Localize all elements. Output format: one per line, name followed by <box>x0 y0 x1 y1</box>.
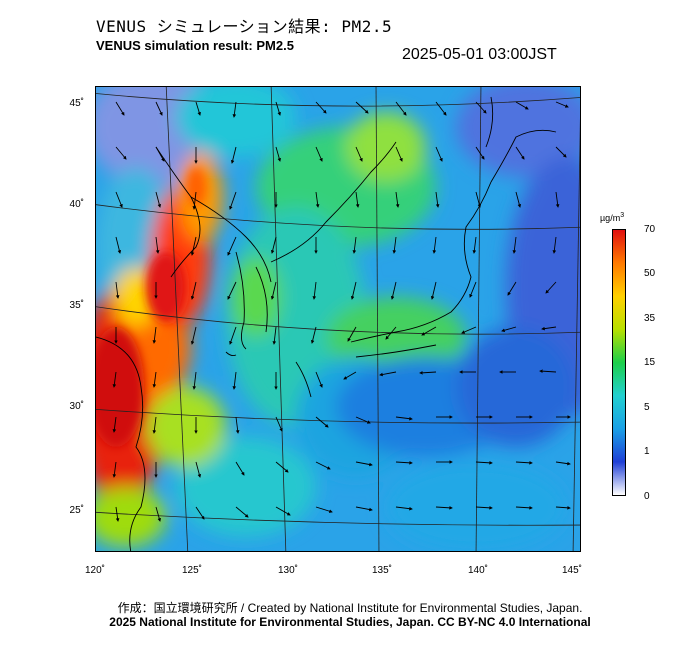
colorbar-tick-35: 35 <box>644 313 656 324</box>
colorbar-tick-0: 0 <box>644 491 650 502</box>
colorbar <box>612 229 626 496</box>
copyright-line: 2025 National Institute for Environmenta… <box>109 615 591 629</box>
forecast-timestamp: 2025-05-01 03:00JST <box>402 46 557 63</box>
coastlines <box>96 96 557 551</box>
pm25-concentration-map <box>95 86 581 552</box>
map-title-english: VENUS simulation result: PM2.5 <box>96 38 294 53</box>
lon-tick-125: 125˚ <box>181 565 202 576</box>
lat-tick-30: 30˚ <box>69 401 84 412</box>
map-title-japanese: VENUS シミュレーション結果: PM2.5 <box>96 17 393 36</box>
map-canvas <box>96 87 580 551</box>
colorbar-tick-1: 1 <box>644 446 650 457</box>
colorbar-tick-50: 50 <box>644 268 656 279</box>
lon-tick-130: 130˚ <box>277 565 298 576</box>
lon-tick-145: 145˚ <box>561 565 582 576</box>
graticule <box>96 87 580 551</box>
lon-tick-120: 120˚ <box>84 565 105 576</box>
concentration-field <box>96 87 580 551</box>
lon-tick-140: 140˚ <box>467 565 488 576</box>
lat-tick-45: 45˚ <box>69 98 84 109</box>
colorbar-tick-70: 70 <box>644 224 656 235</box>
colorbar-unit: µg/m3 <box>600 212 625 223</box>
lat-tick-35: 35˚ <box>69 300 84 311</box>
colorbar-tick-15: 15 <box>644 357 656 368</box>
lat-tick-40: 40˚ <box>69 199 84 210</box>
lat-tick-25: 25˚ <box>69 505 84 516</box>
lon-tick-135: 135˚ <box>371 565 392 576</box>
credit-line: 作成：国立環境研究所 / Created by National Institu… <box>117 601 583 615</box>
wind-vectors <box>112 101 571 522</box>
colorbar-tick-5: 5 <box>644 402 650 413</box>
